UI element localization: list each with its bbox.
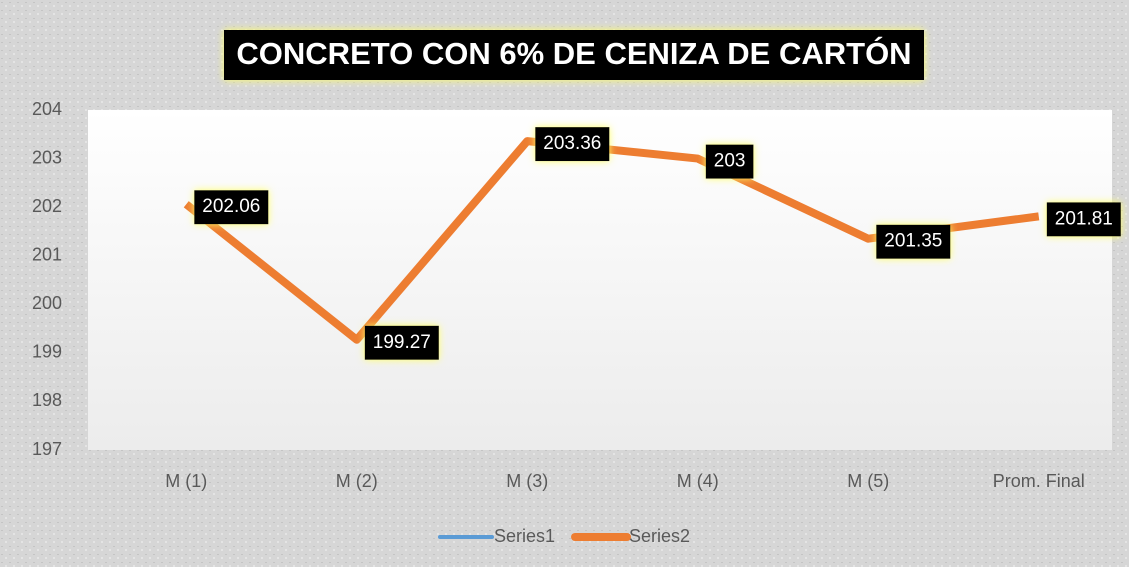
chart-title: CONCRETO CON 6% DE CENIZA DE CARTÓN xyxy=(236,35,911,71)
data-label-text: 201.81 xyxy=(1055,208,1113,229)
x-tick-label: M (3) xyxy=(506,471,548,491)
data-label-box xyxy=(535,127,610,162)
x-tick-label: M (5) xyxy=(847,471,889,491)
data-label: 203.36 xyxy=(535,127,610,162)
y-tick-label: 197 xyxy=(32,439,62,459)
data-label: 201.81 xyxy=(1046,202,1121,237)
data-label-box xyxy=(876,224,951,259)
y-tick-label: 203 xyxy=(32,147,62,167)
y-tick-label: 198 xyxy=(32,390,62,410)
data-label-text: 199.27 xyxy=(373,332,431,353)
data-label-text: 203.36 xyxy=(543,133,601,154)
legend-label: Series2 xyxy=(629,526,690,546)
data-label-text: 203 xyxy=(714,151,746,172)
data-label-text: 201.35 xyxy=(884,231,942,252)
data-label-box xyxy=(364,325,439,360)
title-box xyxy=(224,30,924,80)
x-tick-label: M (4) xyxy=(677,471,719,491)
x-tick-label: M (2) xyxy=(336,471,378,491)
data-label-box xyxy=(705,144,754,179)
data-label: 203 xyxy=(705,144,754,179)
plot-area xyxy=(88,110,1112,450)
y-tick-label: 200 xyxy=(32,293,62,313)
y-tick-label: 204 xyxy=(32,99,62,119)
x-tick-label: Prom. Final xyxy=(993,471,1085,491)
data-label: 199.27 xyxy=(364,325,439,360)
legend-label: Series1 xyxy=(494,526,555,546)
x-tick-label: M (1) xyxy=(165,471,207,491)
y-tick-label: 202 xyxy=(32,196,62,216)
y-tick-label: 199 xyxy=(32,342,62,362)
data-label-box xyxy=(1046,202,1121,237)
data-label: 202.06 xyxy=(194,190,269,225)
data-label-text: 202.06 xyxy=(202,196,260,217)
data-label: 201.35 xyxy=(876,224,951,259)
data-label-box xyxy=(194,190,269,225)
y-tick-label: 201 xyxy=(32,244,62,264)
